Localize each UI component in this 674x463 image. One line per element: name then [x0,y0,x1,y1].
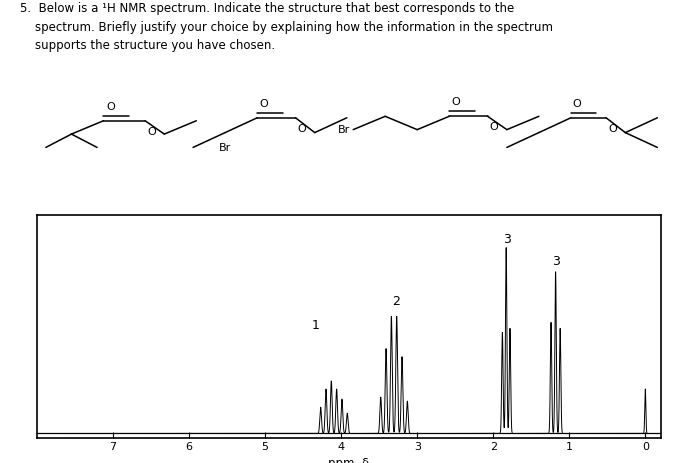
Text: O: O [259,99,268,109]
Text: O: O [297,124,306,134]
Text: supports the structure you have chosen.: supports the structure you have chosen. [20,39,276,52]
Text: O: O [451,97,460,107]
Text: 5.  Below is a ¹H NMR spectrum. Indicate the structure that best corresponds to : 5. Below is a ¹H NMR spectrum. Indicate … [20,2,514,15]
Text: O: O [608,124,617,134]
Text: O: O [573,99,582,109]
Text: 3: 3 [503,232,511,245]
Text: Br: Br [219,144,231,153]
Text: O: O [489,122,498,132]
Text: 1: 1 [312,319,320,332]
X-axis label: ppm, δ: ppm, δ [328,457,369,463]
Text: O: O [106,102,115,112]
Text: spectrum. Briefly justify your choice by explaining how the information in the s: spectrum. Briefly justify your choice by… [20,21,553,34]
Text: 2: 2 [392,295,400,308]
Text: 3: 3 [551,255,559,268]
Text: Br: Br [338,125,350,135]
Text: O: O [147,127,156,137]
